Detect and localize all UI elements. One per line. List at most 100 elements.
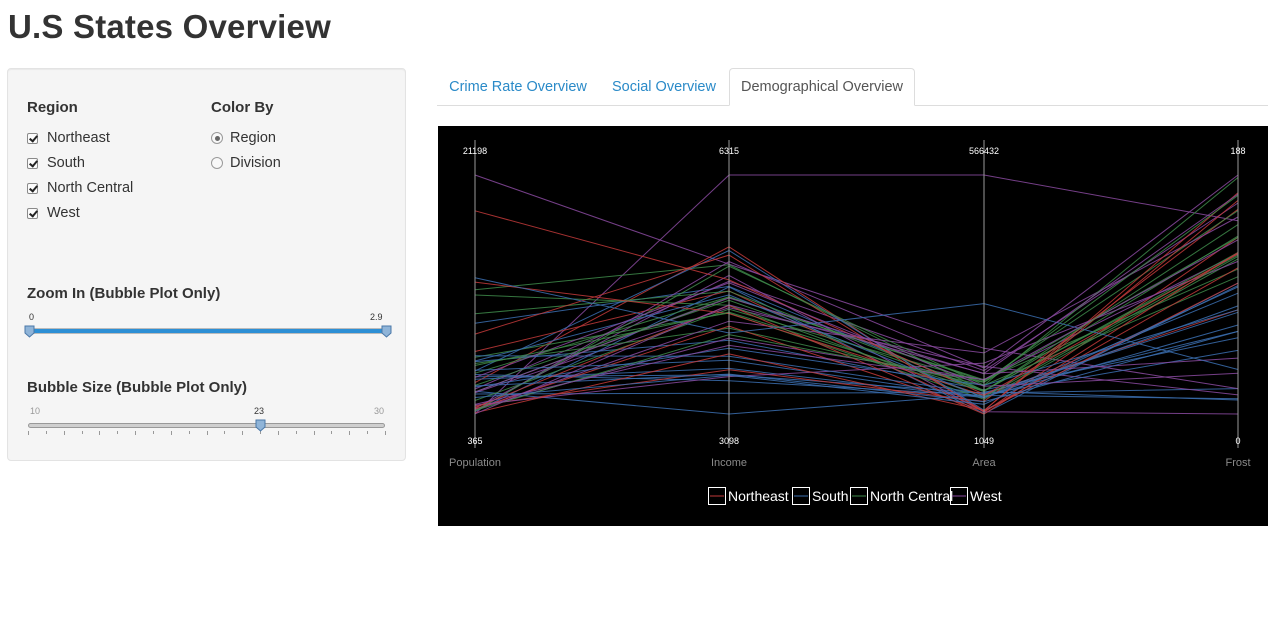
series-line [474,330,1239,403]
checkbox-checked-icon[interactable] [27,182,38,194]
series-line [474,224,1239,392]
zoom-slider-range [30,329,387,333]
slider-tick [385,431,386,435]
series-line [474,194,1239,411]
series-line [474,309,1239,388]
zoom-slider-label: Zoom In (Bubble Plot Only) [27,285,221,302]
radio-selected-icon[interactable] [211,132,223,144]
radio-label: Region [230,130,276,146]
legend-swatch [950,487,968,505]
series-line [474,235,1239,392]
series-lines [474,174,1239,415]
checkbox-north-central[interactable]: North Central [27,178,133,198]
bubble-max-label: 30 [374,406,385,416]
checkbox-checked-icon[interactable] [27,207,38,219]
chart-legend: Northeast South North Central West [708,487,1002,505]
radio-label: Division [230,155,281,171]
slider-tick [313,431,315,435]
checkbox-west[interactable]: West [27,203,80,223]
slider-tick [99,431,101,435]
axis-min-label: 1049 [974,436,994,446]
legend-label: West [970,488,1002,504]
radio-division[interactable]: Division [211,153,281,173]
slider-tick [242,431,244,435]
slider-tick [63,431,65,435]
axis-min-label: 365 [467,436,482,446]
series-line [474,174,1239,412]
series-line [474,330,1239,395]
checkbox-northeast[interactable]: Northeast [27,128,110,148]
series-line [474,252,1239,392]
zoom-min-label: 0 [29,312,35,322]
slider-tick [295,431,297,434]
series-line [474,282,1239,387]
slider-tick [117,431,119,434]
slider-tick [224,431,226,434]
checkbox-south[interactable]: South [27,153,85,173]
slider-tick [28,431,29,435]
radio-unselected-icon[interactable] [211,157,223,169]
tab-demographical-overview[interactable]: Demographical Overview [729,68,915,106]
slider-tick [206,431,208,435]
series-line [474,252,1239,415]
slider-tick [331,431,333,434]
zoom-slider-high-handle[interactable] [381,325,392,338]
page-title: U.S States Overview [8,8,331,45]
region-group-label: Region [27,99,78,116]
zoom-max-label: 2.9 [370,312,383,322]
series-line [474,254,1239,391]
series-line [474,255,1239,398]
series-line [474,294,1239,399]
axis-max-label: 566432 [969,146,999,156]
slider-tick [367,431,369,434]
zoom-slider-low-handle[interactable] [24,325,35,338]
bubble-slider-handle[interactable] [255,419,266,432]
tab-crime-rate-overview[interactable]: Crime Rate Overview [449,79,587,95]
series-line [474,297,1239,393]
bubble-slider-track[interactable] [28,423,385,428]
sidebar-panel: Region Northeast South North Central Wes… [7,68,406,461]
series-line [474,239,1239,405]
axis-min-label: 0 [1235,436,1240,446]
slider-tick [260,431,262,434]
series-line [474,277,1239,370]
slider-tick [277,431,279,435]
series-line [474,253,1239,396]
checkbox-label: South [47,155,85,171]
legend-swatch [850,487,868,505]
legend-label: South [812,488,849,504]
checkbox-checked-icon[interactable] [27,132,38,144]
series-line [474,274,1239,415]
tab-bar: Crime Rate Overview Social Overview Demo… [437,68,1268,106]
radio-region[interactable]: Region [211,128,276,148]
axis-max-label: 188 [1230,146,1245,156]
axis-name-label: Income [711,457,747,469]
legend-swatch [708,487,726,505]
slider-tick [349,431,351,435]
checkbox-checked-icon[interactable] [27,157,38,169]
tab-social-overview[interactable]: Social Overview [612,79,716,95]
parallel-coordinates-svg: 21198 365 Population 6315 3098 Income 566432 10… [449,140,1251,505]
checkbox-label: West [47,205,80,221]
series-line [474,200,1239,414]
series-line [474,260,1239,406]
checkbox-label: Northeast [47,130,110,146]
slider-tick [135,431,137,435]
slider-tick [170,431,172,435]
series-line [474,286,1239,405]
axis-name-label: Area [972,457,996,469]
slider-tick [152,431,154,434]
color-by-group-label: Color By [211,99,274,116]
axis-min-label: 3098 [719,436,739,446]
legend-label: North Central [870,488,953,504]
slider-tick [45,431,47,434]
slider-tick [81,431,83,434]
series-line [474,337,1239,391]
series-line [474,276,1239,386]
zoom-slider-track[interactable] [29,328,387,334]
parallel-coordinates-plot: 21198 365 Population 6315 3098 Income 566432 10… [438,126,1268,526]
bubble-value-label: 23 [254,406,265,416]
series-line [474,254,1239,412]
bubble-slider-label: Bubble Size (Bubble Plot Only) [27,379,248,396]
checkbox-label: North Central [47,180,134,196]
